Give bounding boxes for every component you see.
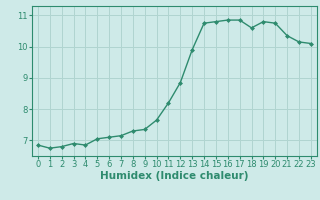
X-axis label: Humidex (Indice chaleur): Humidex (Indice chaleur) bbox=[100, 171, 249, 181]
